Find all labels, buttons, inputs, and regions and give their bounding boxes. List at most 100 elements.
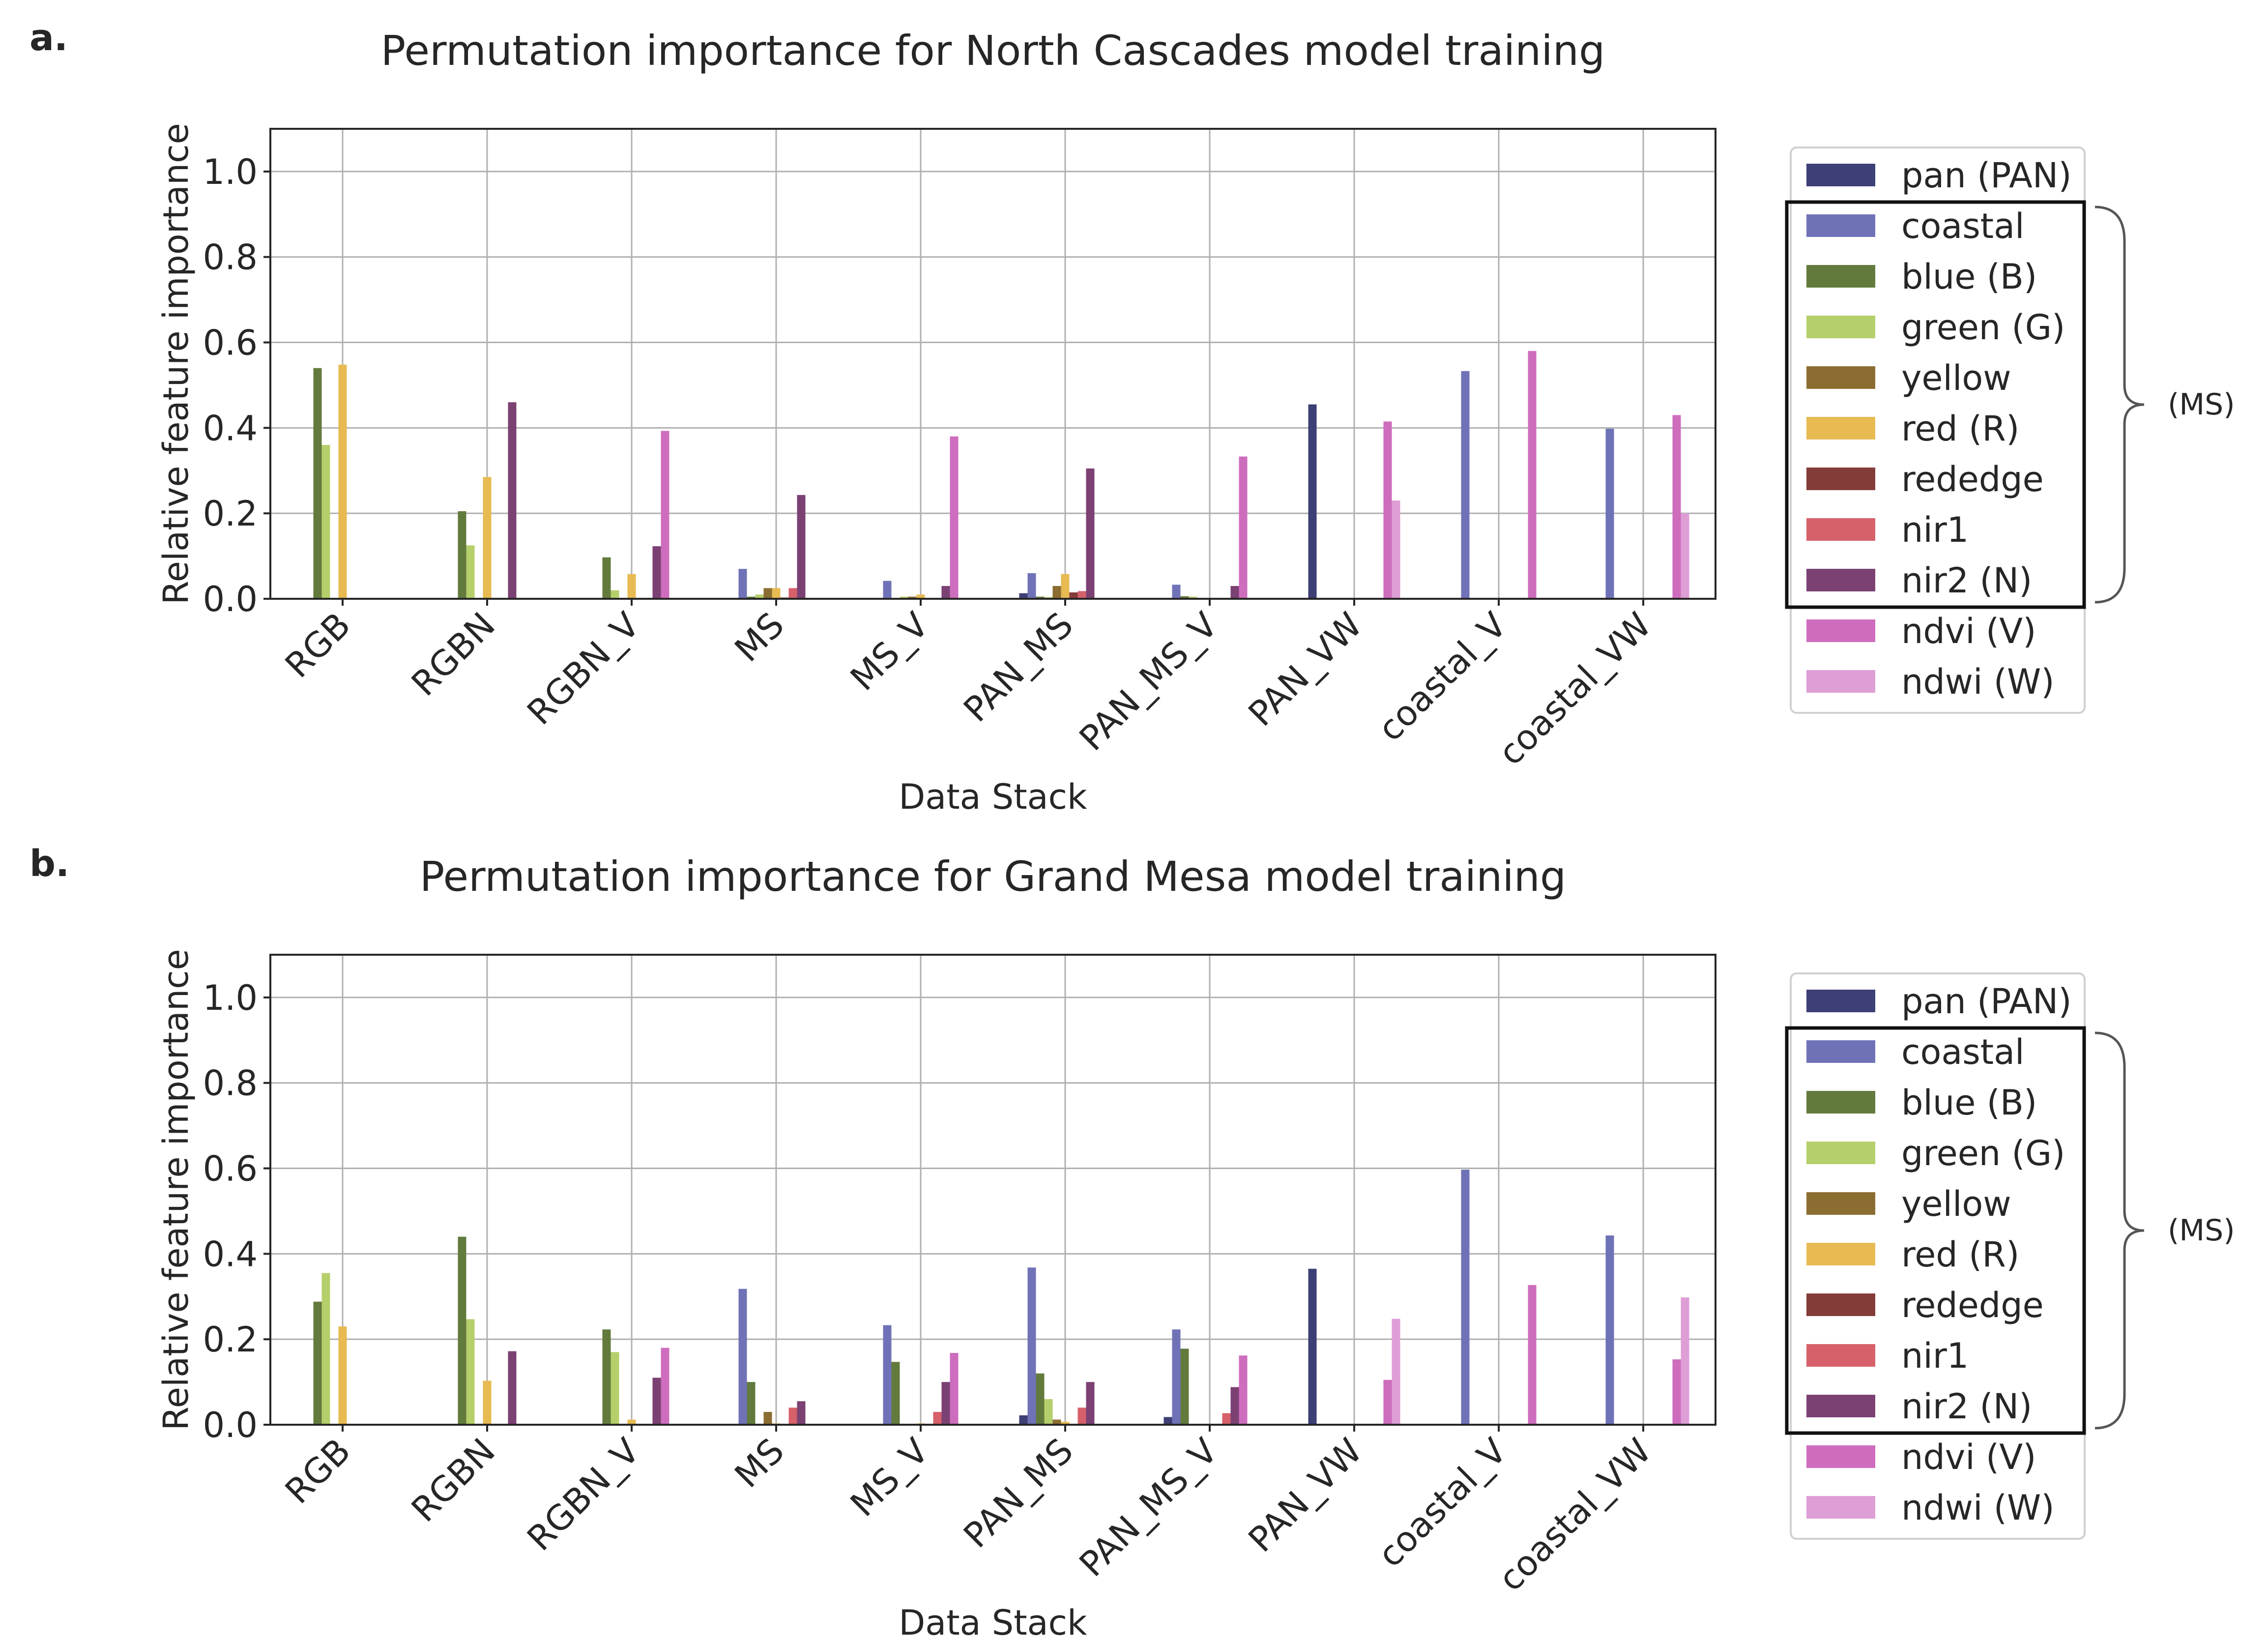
x-tick-label: MS <box>727 1431 792 1496</box>
x-axis-label: Data Stack <box>899 1603 1087 1643</box>
bar-PAN_MS-yellow <box>1052 1419 1061 1425</box>
ms-group-frame <box>1785 1026 2086 1435</box>
bar-MS_V-blue <box>891 1362 900 1425</box>
bar-coastal_V-coastal <box>1461 371 1470 599</box>
bar-PAN_MS_V-coastal <box>1172 1329 1181 1425</box>
bar-RGBN-red <box>483 477 492 599</box>
bar-PAN_MS-green <box>1044 1399 1053 1425</box>
panel-label: b. <box>29 843 69 885</box>
bar-PAN_MS_V-pan <box>1163 1417 1172 1425</box>
bar-RGBN_V-nir2 <box>652 1378 661 1425</box>
bar-coastal_VW-coastal <box>1605 1235 1614 1425</box>
x-tick-label: PAN_VW <box>1241 605 1370 734</box>
x-tick-label: MS <box>727 605 792 670</box>
bar-RGBN-blue <box>458 1236 466 1425</box>
x-tick-label: PAN_MS <box>956 1431 1081 1555</box>
x-tick-label: RGBN_V <box>520 605 647 733</box>
legend-label: rededge <box>1901 1285 2044 1325</box>
bar-RGBN-blue <box>458 511 466 599</box>
x-tick-label: MS_V <box>843 1431 936 1525</box>
bar-RGBN_V-red <box>627 574 636 599</box>
ms-group-frame <box>1785 200 2086 609</box>
x-tick-label: RGBN <box>404 605 503 704</box>
bar-PAN_MS_V-nir2 <box>1230 1387 1239 1425</box>
bar-MS_V-yellow <box>908 596 917 599</box>
bar-MS-nir2 <box>797 1401 806 1425</box>
bar-PAN_VW-pan <box>1308 1268 1317 1425</box>
chart-panel-b: b. Permutation importance for Grand Mesa … <box>29 843 2235 1643</box>
legend-label: rededge <box>1901 459 2044 499</box>
plot-frame <box>269 128 1716 600</box>
bar-RGBN_V-blue <box>602 1329 611 1425</box>
legend-label: nir1 <box>1901 510 1969 550</box>
bar-RGB-red <box>338 364 347 599</box>
bar-PAN_MS-yellow <box>1052 586 1061 599</box>
bar-coastal_VW-ndwi <box>1681 513 1689 599</box>
bar-PAN_VW-ndwi <box>1392 500 1400 599</box>
bar-PAN_MS_V-green <box>1189 596 1197 599</box>
bar-coastal_VW-ndvi <box>1672 1359 1681 1425</box>
legend-label: red (R) <box>1901 1234 2019 1275</box>
x-tick-label: coastal_V <box>1370 605 1514 749</box>
legend-label: ndvi (V) <box>1901 611 2036 651</box>
bar-RGBN_V-green <box>611 590 619 599</box>
legend-swatch-green <box>1806 1142 1875 1164</box>
legend-swatch-blue <box>1806 265 1875 288</box>
bar-coastal_V-ndvi <box>1528 1285 1537 1425</box>
legend-swatch-nir2 <box>1806 1395 1875 1417</box>
legend-label: nir1 <box>1901 1336 1969 1376</box>
y-tick-label: 1.0 <box>203 978 258 1018</box>
bar-PAN_MS-coastal <box>1027 573 1036 599</box>
legend-swatch-green <box>1806 316 1875 338</box>
legend-label: pan (PAN) <box>1901 981 2072 1022</box>
bar-coastal_VW-ndwi <box>1681 1297 1689 1425</box>
x-axis-label: Data Stack <box>899 777 1087 817</box>
bar-MS-yellow <box>763 588 772 599</box>
bar-RGBN_V-red <box>627 1419 636 1425</box>
legend-label: yellow <box>1901 1184 2011 1224</box>
bar-PAN_MS-nir1 <box>1077 591 1086 599</box>
bar-coastal_VW-coastal <box>1605 429 1614 599</box>
ms-group-label: (MS) <box>2168 1213 2235 1248</box>
bar-MS_V-ndvi <box>950 1352 959 1425</box>
bar-RGB-red <box>338 1326 347 1425</box>
legend-label: blue (B) <box>1901 257 2037 297</box>
bar-MS_V-ndvi <box>950 436 959 599</box>
bar-RGBN_V-nir2 <box>652 546 661 599</box>
x-tick-label: RGBN <box>404 1431 503 1530</box>
bar-PAN_MS-nir2 <box>1086 468 1095 599</box>
bar-PAN_MS-nir2 <box>1086 1382 1095 1425</box>
x-tick-label: RGBN_V <box>520 1431 647 1558</box>
bar-MS-yellow <box>763 1411 772 1425</box>
legend-swatch-ndwi <box>1806 1496 1875 1519</box>
bar-MS_V-coastal <box>883 1325 892 1425</box>
bar-MS-coastal <box>738 1289 747 1425</box>
legend-swatch-pan <box>1806 164 1875 186</box>
legend-label: red (R) <box>1901 409 2019 449</box>
legend-swatch-ndvi <box>1806 1445 1875 1468</box>
bar-PAN_MS-red <box>1061 1421 1070 1425</box>
x-tick-label: MS_V <box>843 605 936 699</box>
bar-PAN_MS_V-nir1 <box>1222 1413 1231 1425</box>
y-tick-label: 0.8 <box>203 237 258 278</box>
ms-group-brace <box>2094 1031 2145 1430</box>
bar-MS-coastal <box>738 569 747 599</box>
x-tick-label: PAN_MS_V <box>1072 1431 1225 1584</box>
chart-panel-a: a. Permutation importance for North Casca… <box>29 17 2235 817</box>
legend-swatch-red <box>1806 1243 1875 1265</box>
x-tick-label: RGB <box>277 605 358 686</box>
bar-RGBN_V-ndvi <box>661 431 669 599</box>
y-tick-label: 0.6 <box>203 1149 258 1189</box>
bar-RGB-green <box>321 445 330 599</box>
legend-swatch-pan <box>1806 990 1875 1012</box>
legend-label: green (G) <box>1901 307 2065 348</box>
bar-PAN_VW-ndwi <box>1392 1319 1400 1425</box>
legend-swatch-yellow <box>1806 366 1875 389</box>
y-tick-label: 0.2 <box>203 494 258 534</box>
legend-swatch-nir1 <box>1806 1344 1875 1367</box>
x-tick-label: coastal_VW <box>1490 1431 1659 1599</box>
bar-RGB-blue <box>313 1301 322 1425</box>
chart-title: Permutation importance for Grand Mesa mo… <box>420 852 1566 901</box>
bar-PAN_MS-nir1 <box>1077 1408 1086 1425</box>
